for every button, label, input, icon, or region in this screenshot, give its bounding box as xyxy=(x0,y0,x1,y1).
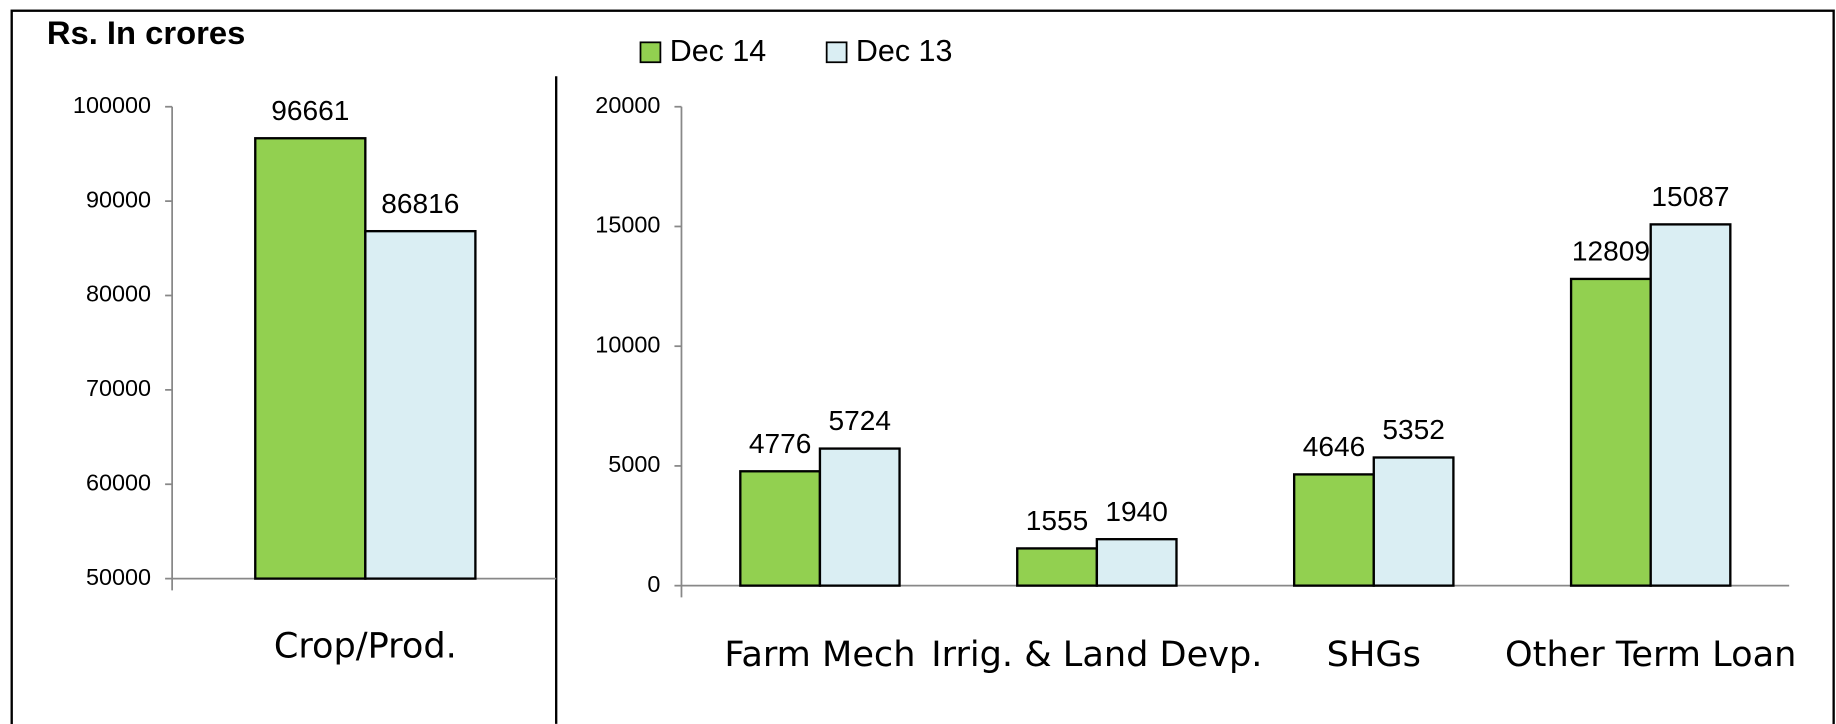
bar xyxy=(1016,547,1099,587)
value-label: 86816 xyxy=(381,188,459,219)
value-label: 12809 xyxy=(1572,236,1650,267)
y-tick-label: 20000 xyxy=(595,92,660,118)
y-tick-label: 90000 xyxy=(86,186,151,212)
legend-swatch xyxy=(639,41,662,64)
value-label: 5724 xyxy=(828,405,891,436)
bar xyxy=(254,137,367,580)
x-tick-label: Other Term Loan xyxy=(1505,634,1796,675)
value-label: 96661 xyxy=(271,95,349,126)
bar xyxy=(364,229,477,580)
y-tick-label: 15000 xyxy=(595,212,660,238)
legend-label: Dec 13 xyxy=(856,34,952,68)
legend-swatch xyxy=(825,41,848,64)
chart-title: Rs. In crores xyxy=(47,14,246,51)
y-tick-label: 5000 xyxy=(608,451,660,477)
value-label: 15087 xyxy=(1651,181,1729,212)
value-label: 4776 xyxy=(749,428,812,459)
value-label: 4646 xyxy=(1303,431,1366,462)
x-tick-label: SHGs xyxy=(1327,634,1421,675)
y-tick-label: 50000 xyxy=(86,564,151,590)
x-tick-label: Crop/Prod. xyxy=(274,626,457,667)
legend-label: Dec 14 xyxy=(670,34,767,68)
bar xyxy=(1649,223,1732,587)
y-tick-label: 60000 xyxy=(86,469,151,495)
x-tick-label: Farm Mech xyxy=(724,634,915,675)
bar xyxy=(1292,473,1375,587)
bar xyxy=(1095,538,1178,587)
value-label: 1555 xyxy=(1026,505,1089,536)
value-label: 5352 xyxy=(1382,414,1445,445)
y-tick-label: 70000 xyxy=(86,375,151,401)
y-tick-label: 100000 xyxy=(73,92,151,118)
y-tick-label: 10000 xyxy=(595,331,660,357)
y-tick-label: 0 xyxy=(647,571,660,597)
value-label: 1940 xyxy=(1105,496,1168,527)
bar xyxy=(1372,456,1455,587)
bar xyxy=(1569,277,1652,587)
y-tick-label: 80000 xyxy=(86,281,151,307)
x-tick-label: Irrig. & Land Devp. xyxy=(931,634,1262,675)
bar xyxy=(818,447,901,587)
bar xyxy=(739,470,822,587)
frame xyxy=(10,9,1835,724)
